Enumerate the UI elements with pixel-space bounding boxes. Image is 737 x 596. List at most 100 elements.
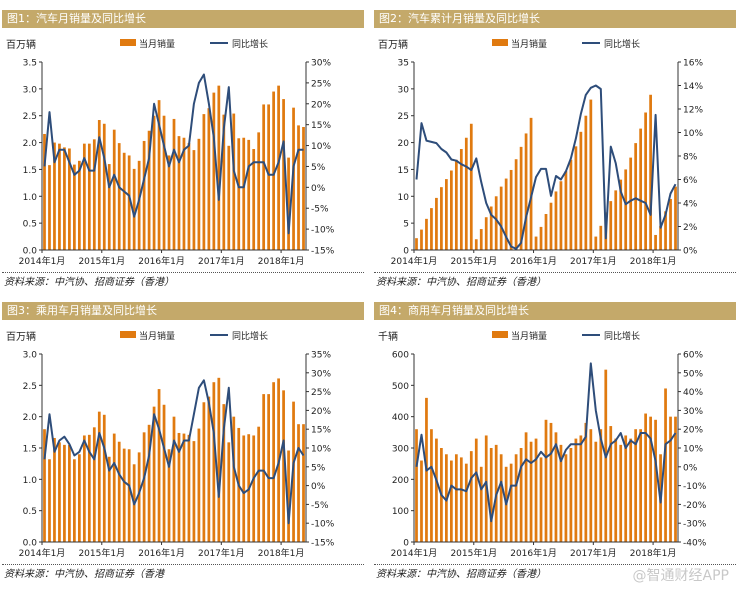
bar <box>112 129 116 250</box>
bar <box>464 137 468 250</box>
bar <box>435 438 438 542</box>
bar <box>529 441 533 542</box>
bar <box>514 159 518 250</box>
bar <box>272 91 275 250</box>
bar <box>197 428 201 542</box>
bar <box>92 139 96 250</box>
right-tick-label: 20% <box>311 100 331 110</box>
bar <box>257 426 261 542</box>
legend-label: 同比增长 <box>232 38 268 50</box>
legend: 当月销量 同比增长 <box>492 330 640 342</box>
x-tick-label: 2018年1月 <box>258 255 305 267</box>
bar <box>544 214 548 250</box>
bar <box>82 143 86 250</box>
x-tick-label: 2015年1月 <box>450 255 497 267</box>
legend-label: 当月销量 <box>139 330 175 342</box>
bar <box>589 429 593 542</box>
bar <box>474 438 478 542</box>
bar <box>614 438 618 542</box>
bar <box>514 454 518 542</box>
bar <box>157 389 161 542</box>
bar <box>82 435 86 542</box>
bar <box>162 404 166 542</box>
right-tick-label: 35% <box>311 351 331 361</box>
chart-panel-1: 图1：汽车月销量及同比增长 百万辆 当月销量 同比增长 0.0 0.5 1.0 1.5 2.0… <box>2 10 364 304</box>
chart-canvas-4: 千辆 当月销量 同比增长 0 100 200 300 400 500 600 -40% -30% -20… <box>378 330 707 559</box>
chart-header <box>374 302 736 320</box>
bar <box>669 416 672 542</box>
bar <box>48 165 51 250</box>
bar <box>147 130 151 250</box>
bar <box>554 432 558 542</box>
bar <box>202 114 206 250</box>
bar <box>579 131 583 250</box>
bar <box>58 143 61 250</box>
bar <box>48 459 51 542</box>
bar <box>232 416 236 542</box>
left-tick-label: 3.0 <box>23 351 38 361</box>
bar <box>644 112 647 251</box>
bar <box>494 196 498 250</box>
bar <box>654 234 657 250</box>
bar <box>420 460 423 542</box>
bar <box>574 438 578 542</box>
bar <box>430 429 433 542</box>
bar <box>664 388 667 542</box>
bar <box>499 454 503 542</box>
right-tick-label: 20% <box>683 426 703 436</box>
x-tick-label: 2014年1月 <box>19 547 66 559</box>
left-tick-label: 300 <box>392 445 409 455</box>
legend: 当月销量 同比增长 <box>120 38 268 50</box>
bar <box>499 186 503 250</box>
bar <box>469 123 473 250</box>
bar <box>142 432 146 542</box>
bar <box>217 85 221 251</box>
bar <box>267 394 271 542</box>
bar <box>594 236 598 250</box>
bar <box>87 434 91 542</box>
left-tick-label: 1.0 <box>23 193 38 203</box>
bar <box>53 437 56 542</box>
left-tick-label: 0 <box>403 247 409 257</box>
chart-title: 图2：汽车累计月销量及同比增长 <box>379 12 540 25</box>
bar <box>252 435 256 542</box>
chart-canvas-1: 百万辆 当月销量 同比增长 0.0 0.5 1.0 1.5 2.0 2.5 3.0 3.5 -15% -… <box>6 38 335 267</box>
bar <box>77 454 81 542</box>
legend-label: 当月销量 <box>511 330 547 342</box>
bar <box>282 99 285 250</box>
bar <box>137 160 141 250</box>
right-tick-label: 10% <box>311 142 331 152</box>
chart-source: 资料来源：中汽协、招商证券（香港） <box>4 277 174 288</box>
left-tick-label: 1.5 <box>23 166 37 176</box>
chart-header <box>374 10 736 28</box>
growth-line <box>415 362 677 523</box>
left-tick-label: 3.5 <box>23 59 37 69</box>
right-tick-label: -15% <box>311 247 335 257</box>
bar <box>287 157 290 250</box>
bar <box>177 432 181 542</box>
watermark: @智通财经APP <box>632 568 729 584</box>
bar <box>609 201 613 250</box>
chart-panel-4: 图4：商用车月销量及同比增长 千辆 当月销量 同比增长 0 100 200 300 400 50… <box>374 302 736 596</box>
left-tick-label: 2.0 <box>23 413 38 423</box>
bar <box>539 226 543 250</box>
bar <box>589 99 593 250</box>
bar <box>242 137 246 250</box>
bar <box>509 169 513 250</box>
bar <box>449 170 453 250</box>
bar <box>73 164 76 250</box>
right-tick-label: -30% <box>683 520 707 530</box>
chart-title: 图3：乘用车月销量及同比增长 <box>7 304 157 317</box>
right-tick-label: 30% <box>683 407 703 417</box>
bar <box>569 159 573 250</box>
bar <box>440 187 443 250</box>
bar <box>489 206 493 250</box>
bar <box>252 149 256 250</box>
bar <box>634 143 638 250</box>
left-tick-label: 0 <box>403 539 409 549</box>
bar <box>459 149 463 250</box>
left-tick-label: 25 <box>398 112 409 122</box>
bar <box>297 424 300 542</box>
bar <box>435 197 438 250</box>
left-tick-label: 200 <box>392 476 409 486</box>
